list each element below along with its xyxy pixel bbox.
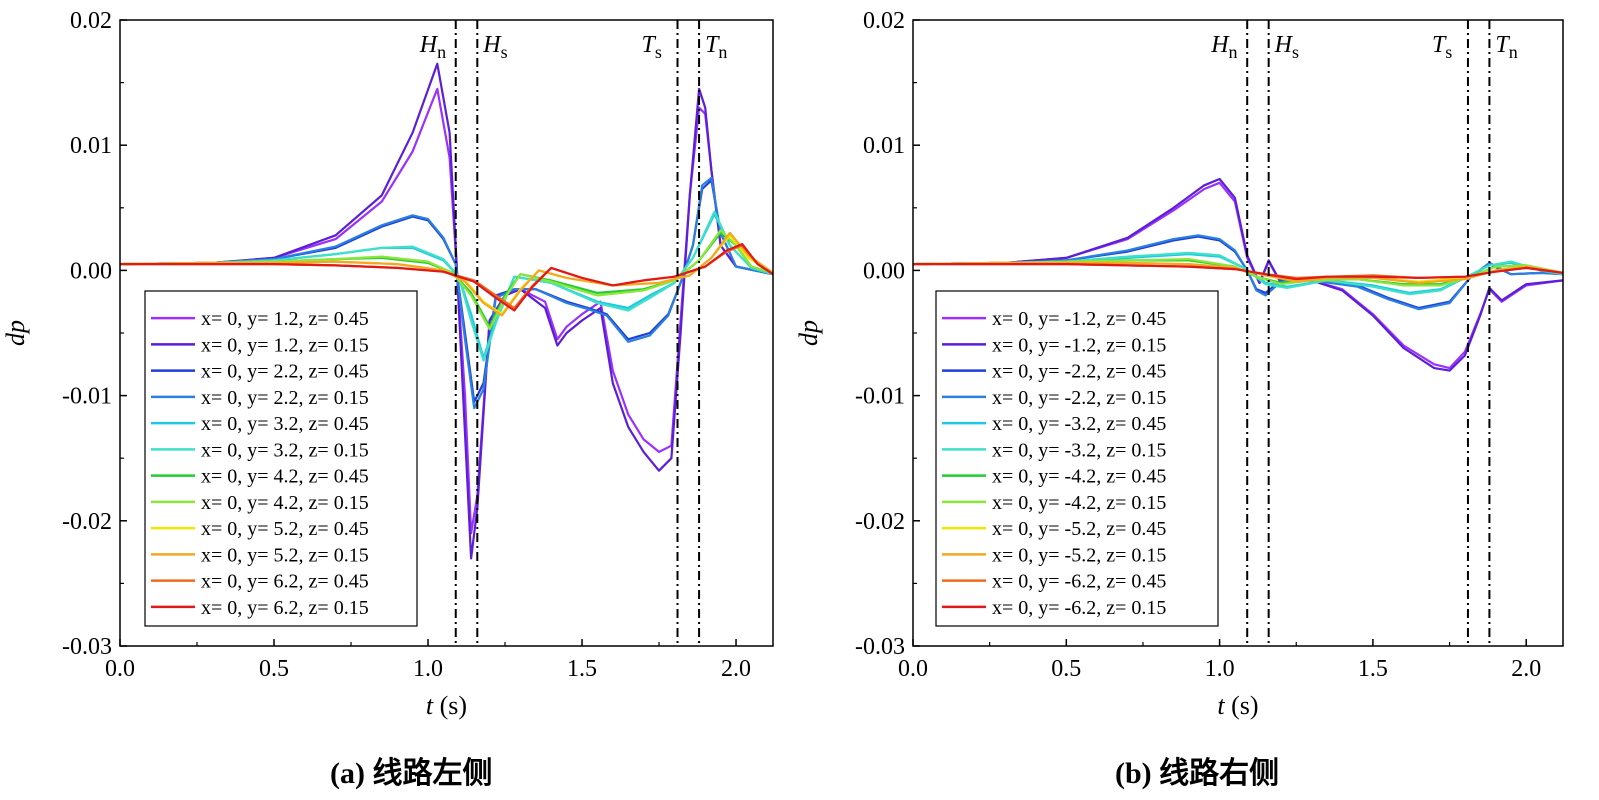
panel-b-legend-label-3: x= 0, y= -2.2, z= 0.45 bbox=[992, 361, 1166, 383]
panel-a-legend-label-12: x= 0, y= 6.2, z= 0.15 bbox=[201, 597, 369, 619]
panel-a-legend-label-2: x= 0, y= 1.2, z= 0.15 bbox=[201, 334, 369, 356]
panel-b-x-tick-label-3: 1.0 bbox=[1205, 656, 1235, 682]
panel-b-marker-label-4: Tn bbox=[1495, 32, 1517, 62]
panel-b-legend-label-2: x= 0, y= -1.2, z= 0.15 bbox=[992, 334, 1166, 356]
panel-b-legend-label-5: x= 0, y= -3.2, z= 0.45 bbox=[992, 413, 1166, 435]
panel-a-y-tick-label-6: -0.03 bbox=[62, 634, 112, 660]
panel-a-caption: (a) 线路左侧 bbox=[330, 757, 493, 790]
panel-b-y-tick-label-3: 0.00 bbox=[863, 258, 905, 284]
panel-b-legend-label-6: x= 0, y= -3.2, z= 0.15 bbox=[992, 439, 1166, 461]
panel-a-marker-label-4: Tn bbox=[705, 32, 727, 62]
panel-a-series-line-2 bbox=[120, 62, 773, 560]
panel-a-legend-label-3: x= 0, y= 2.2, z= 0.45 bbox=[201, 361, 369, 383]
panel-b-y-tick-label-4: -0.01 bbox=[855, 384, 905, 410]
panel-a-marker-label-2: Hs bbox=[482, 32, 507, 62]
panel-a-legend-label-10: x= 0, y= 5.2, z= 0.15 bbox=[201, 544, 369, 566]
panel-a-x-tick-label-5: 2.0 bbox=[721, 656, 751, 682]
panel-a-series-line-8 bbox=[120, 229, 773, 331]
panel-a-chart: Hn Hs Ts Tn 0.02 0.01 0.00 -0.01 -0.02 -0.030.0 0.… bbox=[1, 8, 774, 720]
panel-a-y-axis-label: dp bbox=[1, 320, 30, 346]
panel-b-y-tick-label-1: 0.02 bbox=[863, 8, 905, 34]
panel-b-legend-label-12: x= 0, y= -6.2, z= 0.15 bbox=[992, 597, 1166, 619]
panel-a-legend-label-5: x= 0, y= 3.2, z= 0.45 bbox=[201, 413, 369, 435]
panel-b-y-axis-label: dp bbox=[794, 320, 823, 346]
panel-a-legend-label-6: x= 0, y= 3.2, z= 0.15 bbox=[201, 439, 369, 461]
panel-a-y-tick-label-2: 0.01 bbox=[70, 133, 112, 159]
panel-b-legend: x= 0, y= -1.2, z= 0.45 x= 0, y= -1.2, z= … bbox=[935, 290, 1219, 627]
panel-b-x-tick-label-4: 1.5 bbox=[1358, 656, 1388, 682]
panel-b-x-tick-label-1: 0.0 bbox=[898, 656, 928, 682]
panel-a-legend-label-4: x= 0, y= 2.2, z= 0.15 bbox=[201, 387, 369, 409]
panel-b-y-tick-label-5: -0.02 bbox=[855, 509, 905, 535]
panel-b-legend-label-9: x= 0, y= -5.2, z= 0.45 bbox=[992, 518, 1166, 540]
panel-b-legend-label-1: x= 0, y= -1.2, z= 0.45 bbox=[992, 308, 1166, 330]
panel-a-x-tick-label-2: 0.5 bbox=[259, 656, 289, 682]
panel-b-marker-label-3: Ts bbox=[1432, 32, 1452, 62]
panel-a-legend-box bbox=[144, 290, 418, 627]
panel-b-y-tick-label-2: 0.01 bbox=[863, 133, 905, 159]
panel-b-series-line-12 bbox=[913, 263, 1563, 281]
panel-a-legend-label-8: x= 0, y= 4.2, z= 0.15 bbox=[201, 492, 369, 514]
panel-b-legend-box bbox=[935, 290, 1219, 627]
panel-a-y-tick-label-3: 0.00 bbox=[70, 258, 112, 284]
panel-a-x-tick-label-1: 0.0 bbox=[105, 656, 135, 682]
panel-b-legend-label-4: x= 0, y= -2.2, z= 0.15 bbox=[992, 387, 1166, 409]
panel-b-x-tick-label-2: 0.5 bbox=[1051, 656, 1081, 682]
panel-a-legend-label-11: x= 0, y= 6.2, z= 0.45 bbox=[201, 571, 369, 593]
panel-a-series-line-12 bbox=[120, 243, 773, 312]
panel-b-legend-label-8: x= 0, y= -4.2, z= 0.15 bbox=[992, 492, 1166, 514]
panel-a-x-axis-label: t (s) bbox=[426, 691, 467, 720]
panel-a-legend-label-7: x= 0, y= 4.2, z= 0.45 bbox=[201, 466, 369, 488]
panel-a-series-line-10 bbox=[120, 231, 773, 317]
panel-b-y-tick-label-6: -0.03 bbox=[855, 634, 905, 660]
panel-a-legend-label-9: x= 0, y= 5.2, z= 0.45 bbox=[201, 518, 369, 540]
panel-b-x-tick-label-5: 2.0 bbox=[1511, 656, 1541, 682]
panel-a-marker-label-1: Hn bbox=[419, 32, 446, 62]
panel-b-chart: Hn Hs Ts Tn 0.02 0.01 0.00 -0.01 -0.02 -0.030.0 0.… bbox=[794, 8, 1564, 720]
panel-b-marker-label-1: Hn bbox=[1210, 32, 1237, 62]
panel-a-x-tick-label-4: 1.5 bbox=[567, 656, 597, 682]
panel-b-marker-label-2: Hs bbox=[1274, 32, 1299, 62]
panel-b-series-line-5 bbox=[913, 253, 1563, 294]
panel-a-x-tick-label-3: 1.0 bbox=[413, 656, 443, 682]
panel-b-legend-label-7: x= 0, y= -4.2, z= 0.45 bbox=[992, 466, 1166, 488]
panel-a-y-tick-label-4: -0.01 bbox=[62, 384, 112, 410]
panel-a-legend: x= 0, y= 1.2, z= 0.45 x= 0, y= 1.2, z= 0.… bbox=[144, 290, 418, 627]
panel-b-x-axis-label: t (s) bbox=[1217, 691, 1258, 720]
panel-a-y-tick-label-1: 0.02 bbox=[70, 8, 112, 34]
panel-b-series-group bbox=[913, 177, 1563, 372]
panel-b-legend-label-11: x= 0, y= -6.2, z= 0.45 bbox=[992, 571, 1166, 593]
panel-a-y-tick-label-5: -0.02 bbox=[62, 509, 112, 535]
panel-b-series-line-6 bbox=[913, 251, 1563, 296]
panel-a-legend-label-1: x= 0, y= 1.2, z= 0.45 bbox=[201, 308, 369, 330]
panel-a-marker-label-3: Ts bbox=[642, 32, 662, 62]
panel-a-series-line-4 bbox=[120, 176, 773, 410]
panel-b-caption: (b) 线路右侧 bbox=[1115, 757, 1280, 790]
panel-a-series-group bbox=[120, 62, 773, 560]
panel-b-legend-label-10: x= 0, y= -5.2, z= 0.15 bbox=[992, 544, 1166, 566]
